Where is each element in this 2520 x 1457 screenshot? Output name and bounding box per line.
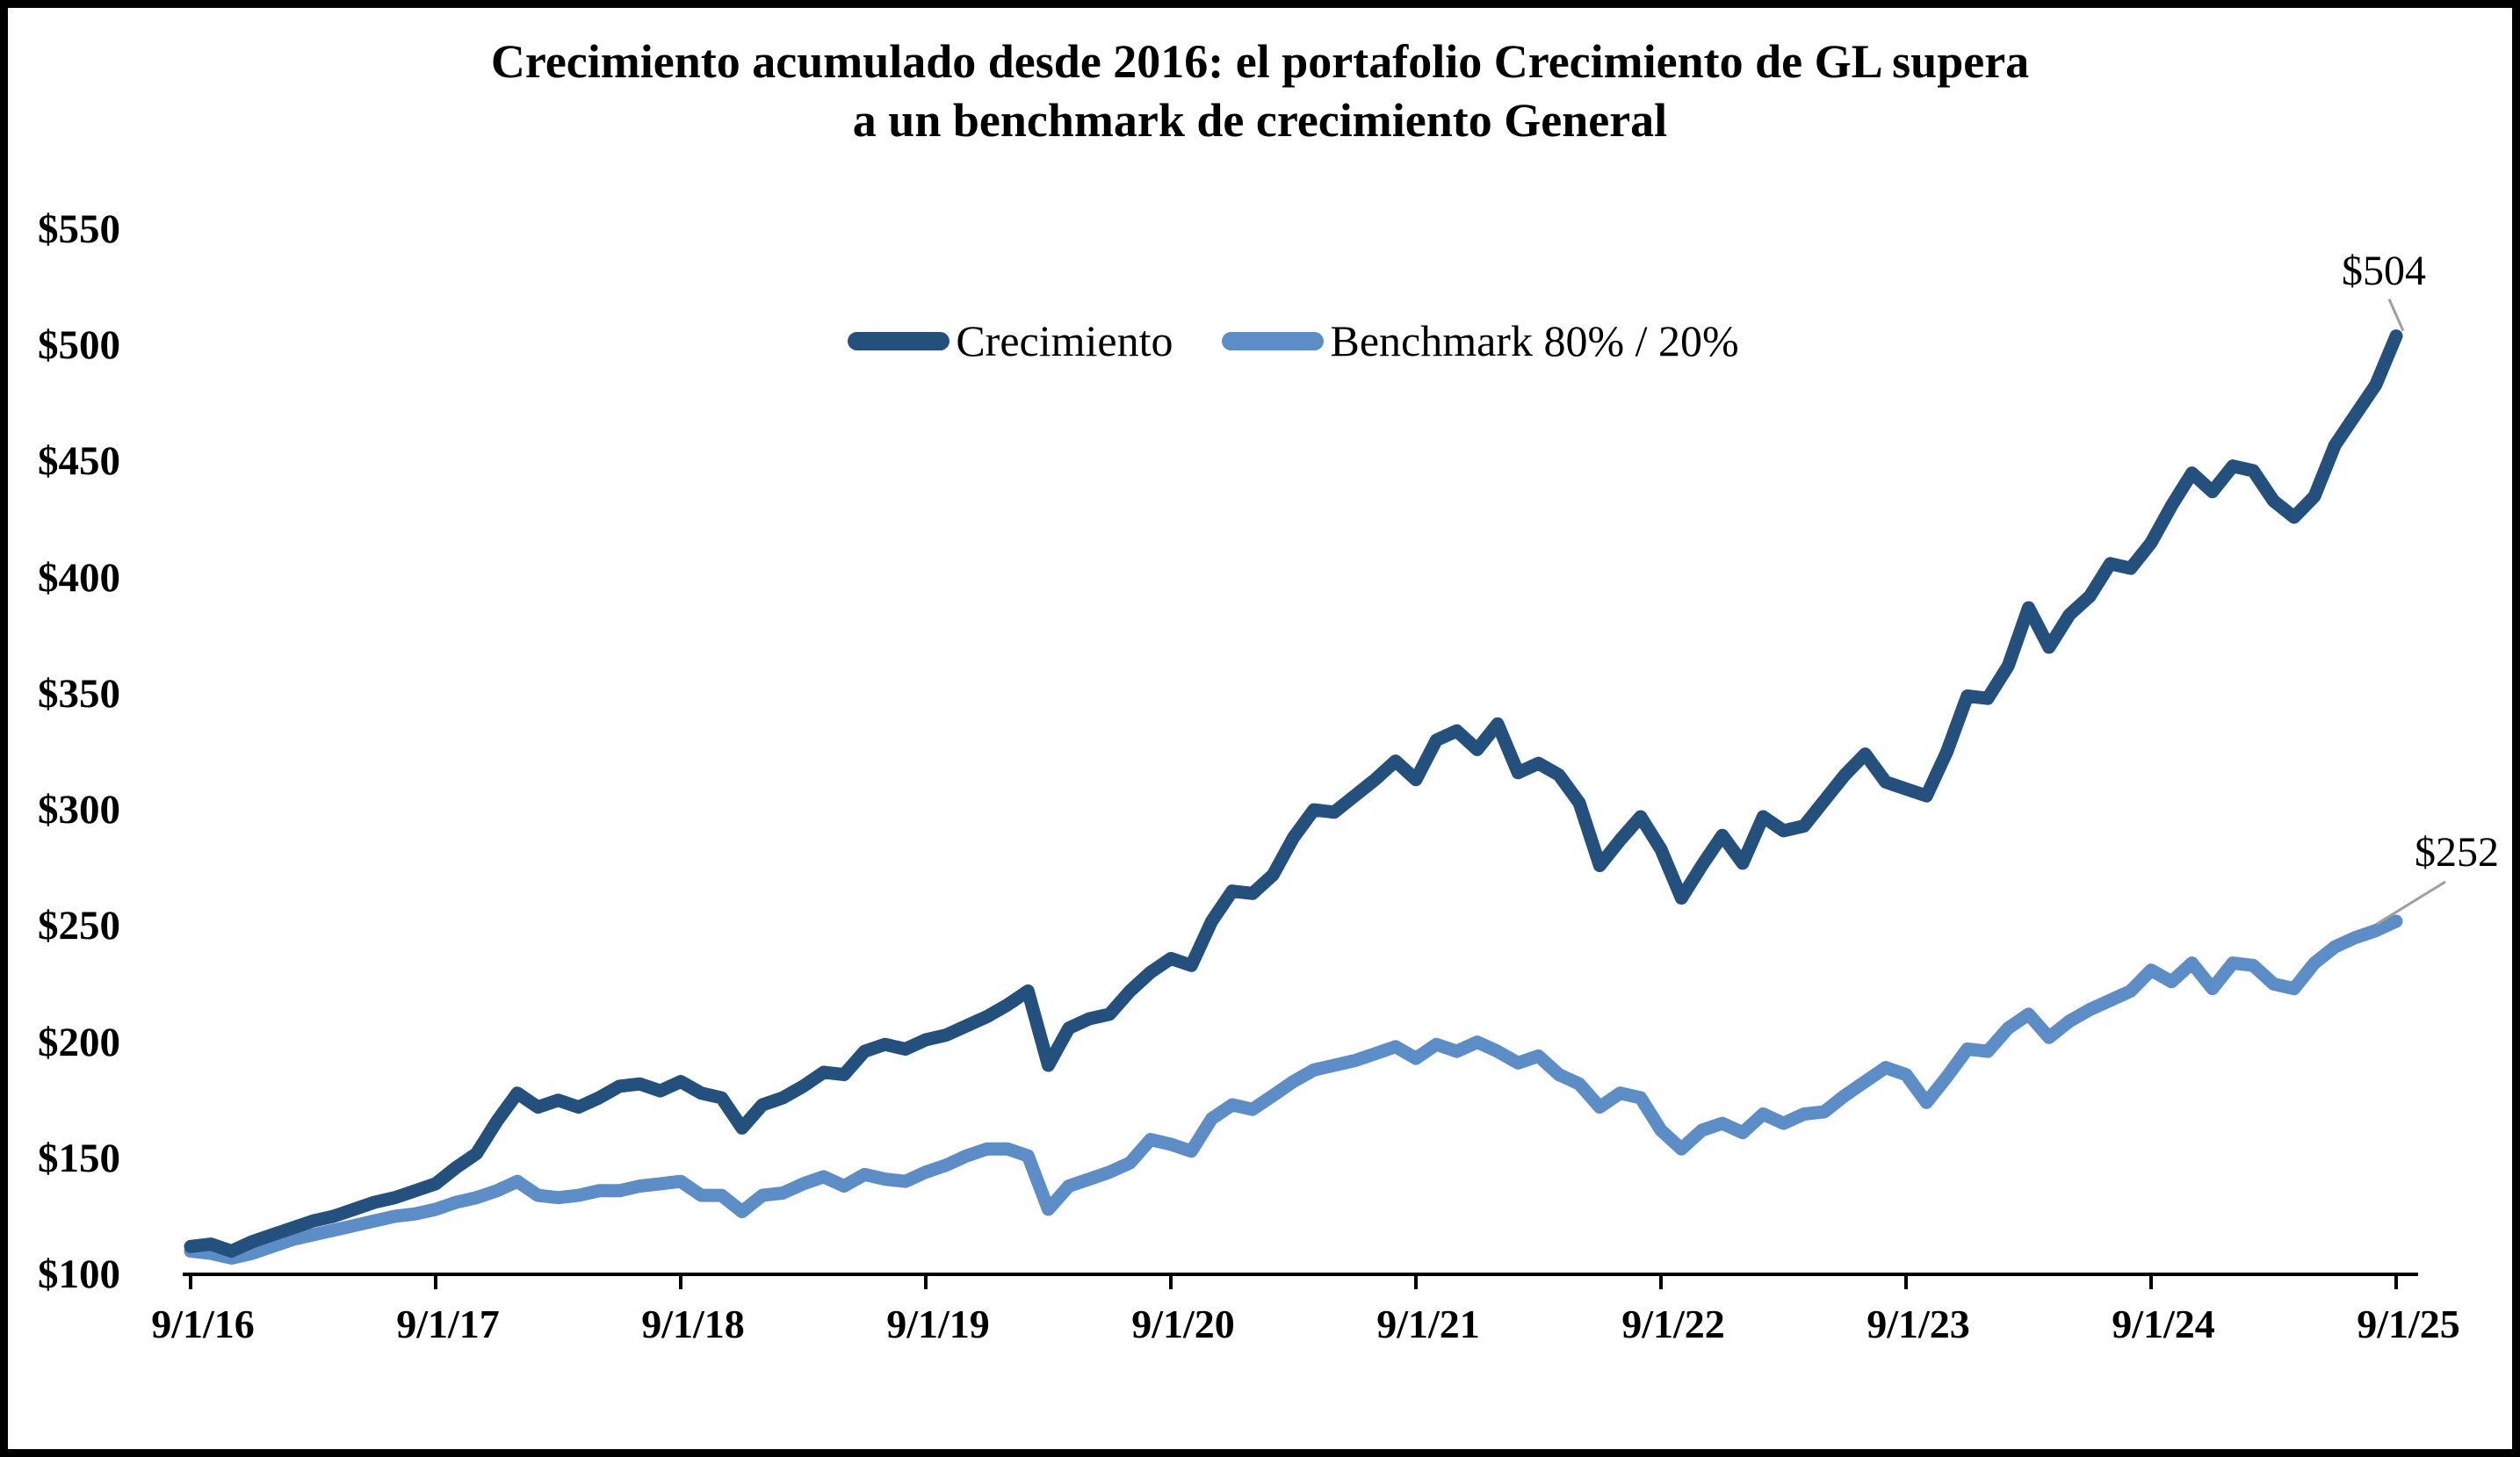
data-label-crecimiento: $504: [2342, 247, 2426, 294]
y-axis-label: $300: [38, 787, 120, 833]
x-axis-label: 9/1/18: [641, 1302, 745, 1346]
y-axis-label: $550: [38, 206, 120, 252]
chart-title-line2: a un benchmark de crecimiento General: [852, 94, 1668, 147]
legend-item-crecimiento: Crecimiento: [848, 315, 1173, 366]
x-axis-label: 9/1/19: [886, 1302, 990, 1346]
legend-label-crecimiento: Crecimiento: [956, 316, 1173, 365]
y-axis-label: $350: [38, 670, 120, 717]
y-axis-label: $100: [38, 1251, 120, 1297]
legend-swatch-benchmark: [1222, 331, 1325, 350]
y-axis-label: $250: [38, 903, 120, 949]
series-line-crecimiento: [184, 329, 2403, 1259]
y-axis-label: $200: [38, 1019, 120, 1065]
x-axis-label: 9/1/20: [1131, 1302, 1235, 1346]
x-axis-label: 9/1/24: [2112, 1302, 2215, 1346]
x-axis-label: 9/1/23: [1867, 1302, 1970, 1346]
legend-item-benchmark: Benchmark 80% / 20%: [1222, 315, 1739, 366]
chart-title: Crecimiento acumulado desde 2016: el por…: [8, 32, 2512, 150]
y-axis-label: $400: [38, 554, 120, 601]
x-axis-label: 9/1/16: [151, 1302, 255, 1346]
x-axis-label: 9/1/25: [2357, 1302, 2460, 1346]
legend-label-benchmark: Benchmark 80% / 20%: [1330, 316, 1739, 365]
leader-line-benchmark: [2376, 880, 2446, 926]
plot-area: [183, 299, 2446, 1289]
y-axis-label: $500: [38, 322, 120, 369]
series-line-benchmark: [184, 914, 2403, 1265]
leader-line-crecimiento: [2387, 299, 2405, 332]
legend: Crecimiento Benchmark 80% / 20%: [191, 315, 2396, 366]
chart-title-line1: Crecimiento acumulado desde 2016: el por…: [490, 35, 2030, 88]
legend-swatch-crecimiento: [848, 331, 950, 350]
x-axis-label: 9/1/17: [396, 1302, 500, 1346]
x-axis-label: 9/1/22: [1621, 1302, 1725, 1346]
x-axis-label: 9/1/21: [1376, 1302, 1480, 1346]
y-axis-label: $450: [38, 438, 120, 485]
data-label-benchmark: $252: [2415, 829, 2499, 876]
y-axis-label: $150: [38, 1135, 120, 1181]
